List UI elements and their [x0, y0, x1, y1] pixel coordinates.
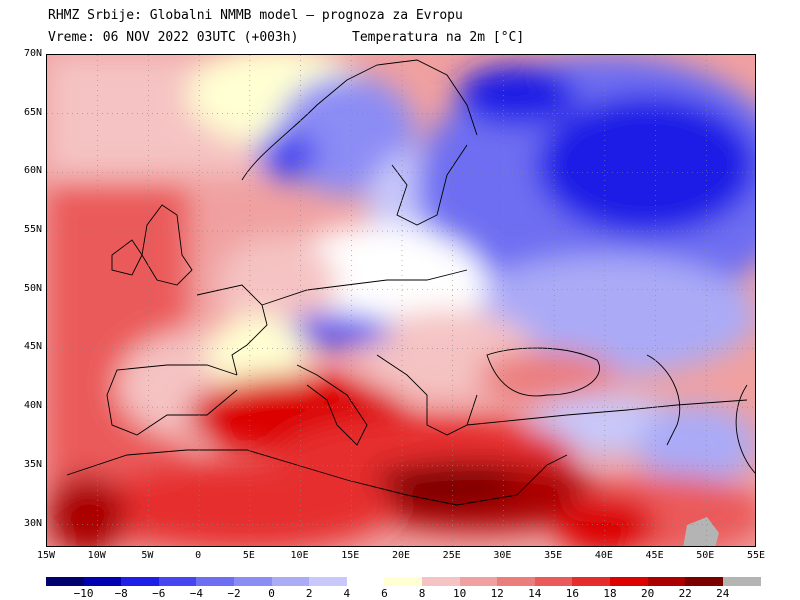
lat-lon-grid: [47, 55, 755, 546]
colorbar-label: 6: [381, 587, 388, 600]
map-title: RHMZ Srbije: Globalni NMMB model — progn…: [48, 8, 463, 23]
colorbar-label: 0: [268, 587, 275, 600]
colorbar-swatch: [685, 577, 724, 586]
colorbar-swatch: [384, 577, 423, 586]
colorbar-swatch: [309, 577, 348, 586]
lon-label: 15E: [341, 550, 360, 561]
lat-label: 50N: [23, 282, 42, 294]
colorbar-label: 14: [528, 587, 542, 600]
lon-label: 25E: [442, 550, 461, 561]
lon-label: 40E: [594, 550, 613, 561]
lat-label: 65N: [23, 106, 42, 118]
colorbar-label: −6: [152, 587, 166, 600]
colorbar-label: 2: [305, 587, 313, 600]
temperature-field: [47, 55, 755, 546]
lon-label: 20E: [391, 550, 411, 561]
temperature-map: [46, 54, 756, 547]
colorbar-swatch: [722, 577, 761, 586]
lon-label: 10W: [87, 550, 106, 561]
colorbar-label: 16: [565, 587, 580, 600]
lon-label: 55E: [746, 550, 766, 561]
colorbar-swatch: [158, 577, 197, 586]
lon-label: 30E: [493, 550, 512, 561]
colorbar-swatch: [647, 577, 686, 586]
temperature-shading: [47, 55, 755, 546]
colorbar-label: 12: [490, 587, 504, 600]
colorbar-label: 22: [678, 587, 692, 600]
colorbar-label: −10: [73, 587, 94, 600]
colorbar-swatch: [83, 577, 122, 586]
colorbar-swatch: [422, 577, 461, 586]
colorbar-swatch: [346, 577, 385, 586]
colorbar-swatch: [572, 577, 611, 586]
lat-label: 55N: [23, 224, 42, 236]
lon-label: 10E: [290, 550, 309, 561]
lon-label: 5E: [242, 550, 255, 561]
lat-label: 60N: [23, 165, 42, 177]
colorbar-swatch: [271, 577, 310, 586]
colorbar-label: 24: [716, 587, 730, 600]
forecast-time: Vreme: 06 NOV 2022 03UTC (+003h): [48, 30, 299, 45]
lon-label: 50E: [696, 550, 715, 561]
coastlines: [66, 59, 755, 506]
lon-label: 45E: [645, 550, 664, 561]
lat-label: 45N: [23, 341, 42, 353]
colorbar-label: −8: [114, 587, 128, 600]
lat-label: 30N: [23, 517, 42, 529]
colorbar-swatch: [234, 577, 273, 586]
colorbar-swatch: [497, 577, 536, 586]
colorbar-swatch: [121, 577, 160, 586]
colorbar-swatch: [46, 577, 85, 586]
lon-label: 15W: [36, 550, 56, 561]
colorbar-label: 18: [603, 587, 617, 600]
lat-label: 70N: [23, 48, 42, 59]
lon-label: 0: [195, 550, 202, 561]
colorbar-label: 8: [418, 587, 426, 600]
variable-label: Temperatura na 2m [°C]: [352, 30, 525, 45]
colorbar-swatch: [610, 577, 649, 586]
colorbar-label: 20: [640, 587, 655, 600]
lat-label: 35N: [23, 458, 42, 470]
colorbar-label: −4: [189, 587, 204, 600]
lon-label: 5W: [141, 550, 154, 561]
lat-label: 40N: [23, 400, 42, 412]
colorbar-label: −2: [227, 587, 241, 600]
colorbar-swatch: [534, 577, 573, 586]
lon-label: 35E: [544, 550, 563, 561]
colorbar-label: 4: [343, 587, 351, 600]
colorbar-swatch: [459, 577, 498, 586]
colorbar-swatch: [196, 577, 235, 586]
colorbar-label: 10: [452, 587, 467, 600]
